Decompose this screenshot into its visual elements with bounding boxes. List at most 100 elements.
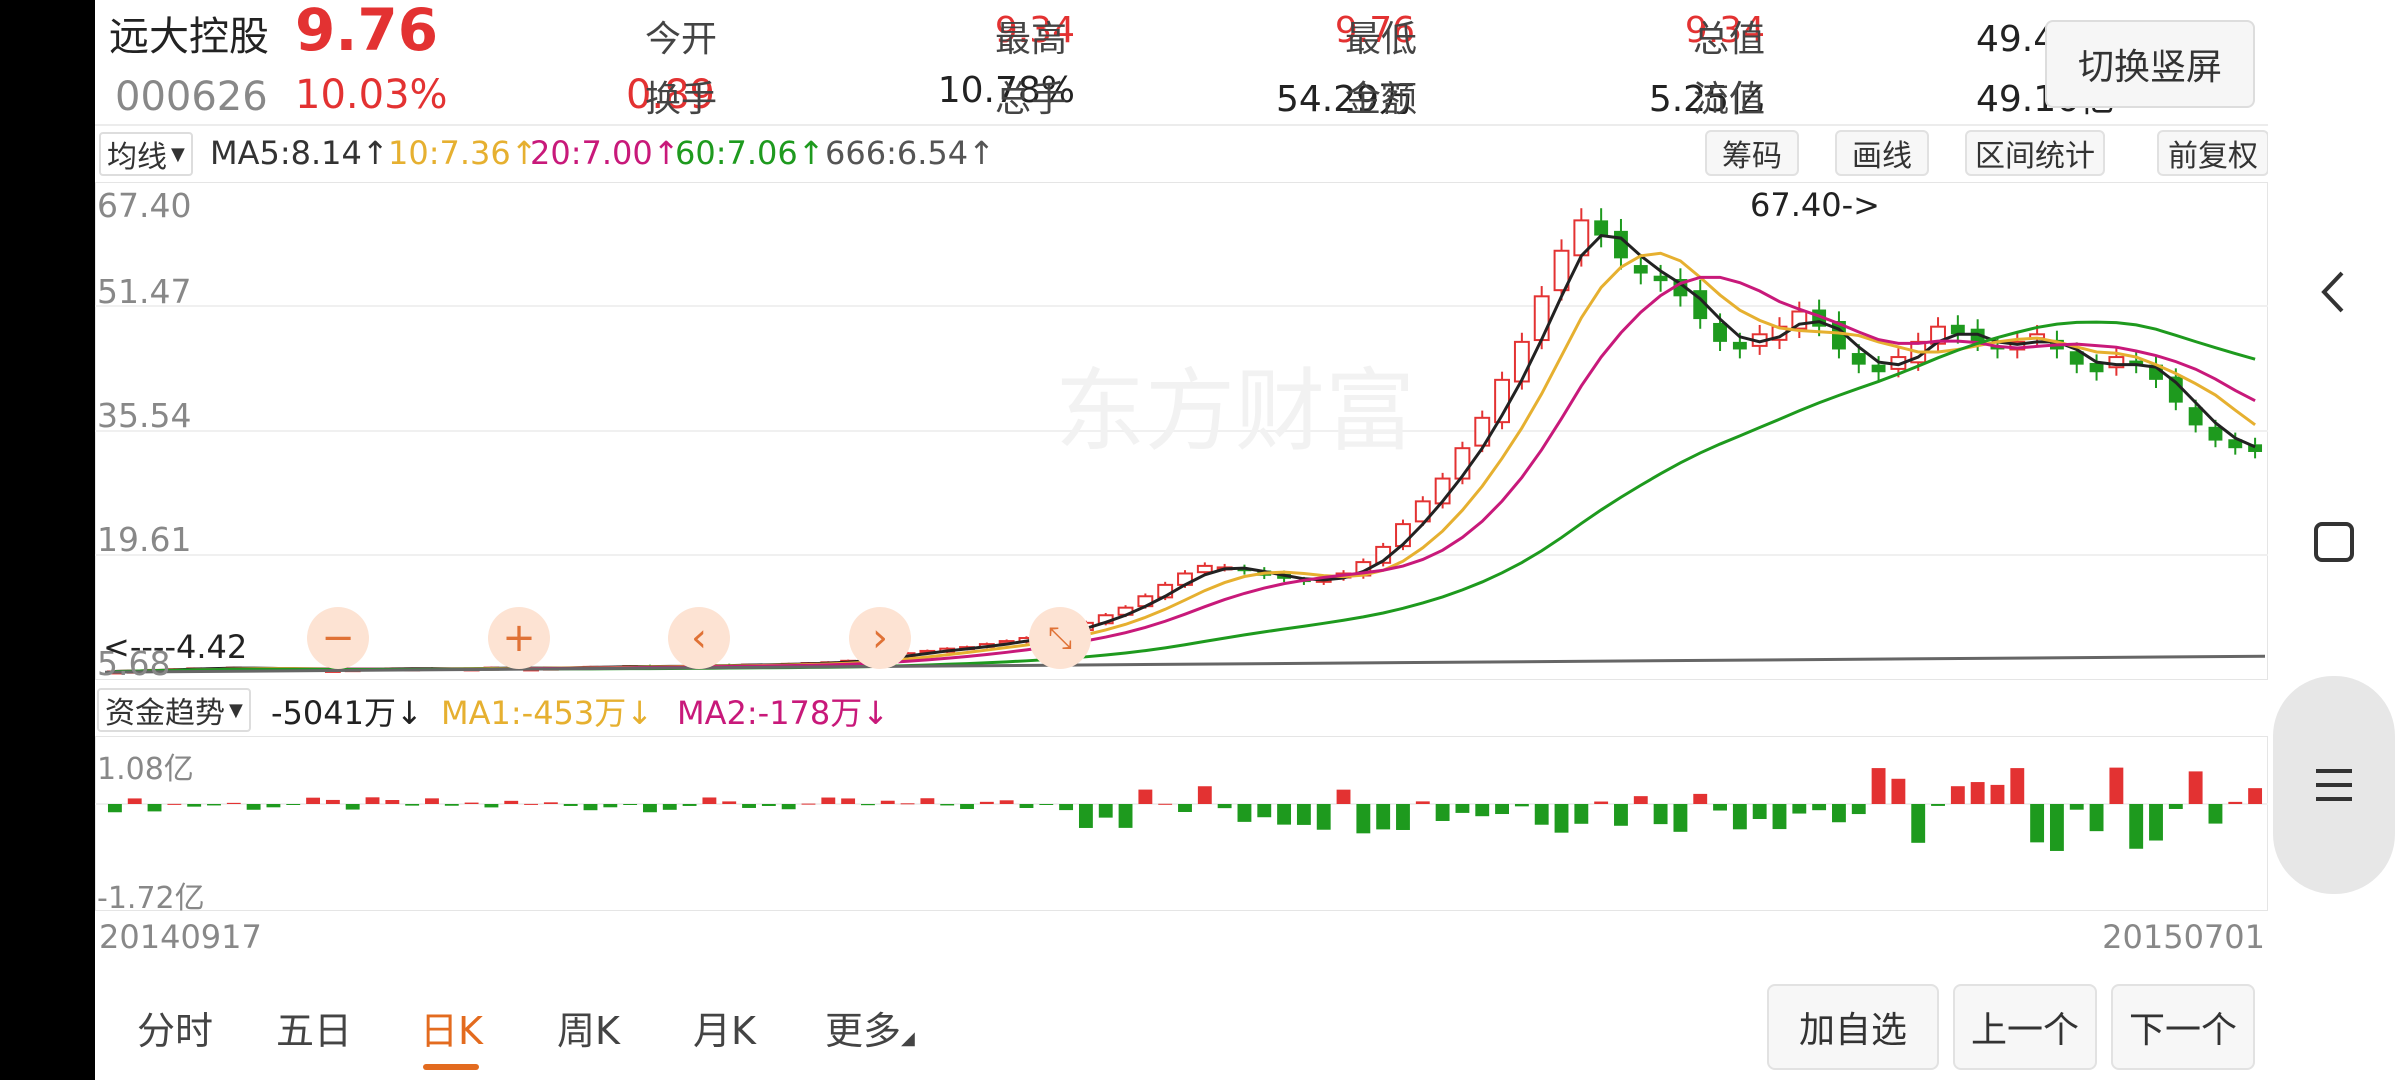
fund-bar <box>1851 804 1866 815</box>
fund-bar <box>167 803 182 805</box>
fund-bar <box>1435 804 1450 821</box>
fund-bar <box>464 802 479 804</box>
fund-bar <box>286 804 301 805</box>
menu-icon[interactable] <box>2268 743 2400 827</box>
ma666-line <box>104 654 2266 674</box>
fund-bar <box>1732 804 1747 830</box>
candle-body <box>1950 324 1965 335</box>
kline-chart[interactable]: 东方财富 <box>95 182 2268 680</box>
tab-intraday[interactable]: 分时 <box>137 1009 214 1053</box>
fund-bar <box>1693 793 1708 804</box>
fund-bar <box>2089 804 2104 832</box>
fund-bar <box>1019 804 1034 809</box>
date-end: 20150701 <box>2102 918 2265 956</box>
fund-bar <box>821 797 836 804</box>
low-label: 最低 <box>1345 19 1418 60</box>
fund-bar <box>2168 804 2183 809</box>
tab-daily-k[interactable]: 日K <box>420 1009 483 1053</box>
fund-bar <box>2049 804 2064 851</box>
fund-bar <box>1752 804 1767 819</box>
fund-bar <box>682 804 697 806</box>
collapse-icon[interactable]: ⤡ <box>1029 607 1091 669</box>
turnover-value: 10.78% <box>937 70 1075 111</box>
fund-bar <box>1772 804 1787 830</box>
candle-body <box>1533 295 1550 342</box>
scroll-left-icon[interactable]: ‹ <box>668 607 730 669</box>
fund-bar <box>207 804 221 806</box>
fund-bar <box>246 804 261 810</box>
tab-five-day[interactable]: 五日 <box>276 1009 353 1053</box>
fund-bar <box>365 797 380 804</box>
next-button[interactable]: 下一个 <box>2111 984 2255 1070</box>
draw-line-button[interactable]: 画线 <box>1835 130 1929 176</box>
amount-value: 5.25亿 <box>1648 79 1765 120</box>
fund-bar <box>742 804 756 808</box>
fund-bar <box>1594 801 1609 804</box>
fund-bar <box>2228 801 2243 804</box>
caret-down-icon: ▼ <box>171 143 185 165</box>
fund-bar <box>1376 804 1391 830</box>
candle-body <box>2129 360 2144 365</box>
fund-bar <box>385 800 400 804</box>
amount-label: 金额 <box>1345 79 1418 120</box>
previous-button[interactable]: 上一个 <box>1953 984 2097 1070</box>
y-label-4: 19.61 <box>97 520 192 559</box>
caret-down-icon: ▼ <box>229 699 243 721</box>
ma-selector[interactable]: 均线 ▼ <box>99 132 193 176</box>
fund-bar <box>1356 804 1371 834</box>
y-label-3: 35.54 <box>97 396 192 435</box>
fund-bar <box>1633 796 1648 804</box>
adjust-button[interactable]: 前复权 <box>2157 130 2269 176</box>
fund-bar <box>979 801 994 804</box>
zoom-in-icon[interactable]: + <box>488 607 550 669</box>
toggle-portrait-button[interactable]: 切换竖屏 <box>2045 20 2255 108</box>
fund-bar <box>900 803 915 805</box>
zoom-out-icon[interactable]: − <box>307 607 369 669</box>
scroll-right-icon[interactable]: › <box>849 607 911 669</box>
fund-bar <box>880 800 895 804</box>
tab-weekly-k[interactable]: 周K <box>557 1009 620 1053</box>
fund-bar <box>1990 784 2005 804</box>
max-price-marker: 67.40-> <box>1750 186 1880 224</box>
candle-body <box>1871 364 1886 373</box>
fund-bar <box>583 804 598 811</box>
fund-bar <box>425 798 439 804</box>
tab-monthly-k[interactable]: 月K <box>693 1009 756 1053</box>
back-icon[interactable] <box>2268 250 2400 334</box>
fund-bar <box>1336 789 1351 804</box>
stock-price: 9.76 <box>295 0 439 64</box>
fund-bar <box>1931 804 1945 806</box>
ma20-value: 20:7.00↑ <box>530 134 680 172</box>
ma60-value: 60:7.06↑ <box>675 134 825 172</box>
fund-bar <box>1554 804 1569 833</box>
fund-bar <box>1812 804 1827 811</box>
volume-value: 54.29万 <box>1275 79 1415 120</box>
fund-bar <box>1039 804 1054 805</box>
fund-bar <box>524 803 538 805</box>
ma-lines <box>104 233 2266 674</box>
tab-more[interactable]: 更多◢ <box>825 1000 915 1055</box>
fund-bar <box>1316 804 1331 830</box>
fund-bar <box>444 804 459 806</box>
fund-bar <box>861 804 875 806</box>
ma5-value: MA5:8.14↑ <box>210 134 389 172</box>
volume-label: 总手 <box>995 79 1068 120</box>
range-stats-button[interactable]: 区间统计 <box>1965 130 2105 176</box>
home-icon[interactable] <box>2268 500 2400 584</box>
fund-bar <box>1574 804 1589 824</box>
fund-bar <box>1178 804 1192 812</box>
fund-bar <box>761 804 776 806</box>
fund-bar <box>801 803 816 805</box>
fund-y-top: 1.08亿 <box>97 752 194 787</box>
fund-bar <box>781 804 796 810</box>
candle-body <box>2248 444 2263 452</box>
add-watchlist-button[interactable]: 加自选 <box>1767 984 1939 1070</box>
fund-y-bottom: -1.72亿 <box>97 881 205 916</box>
stock-code: 000626 <box>115 74 268 120</box>
chips-button[interactable]: 筹码 <box>1705 130 1799 176</box>
candle-body <box>2228 439 2243 449</box>
fund-chart[interactable] <box>95 736 2268 911</box>
fund-bar <box>1415 801 1430 804</box>
fund-selector[interactable]: 资金趋势 ▼ <box>97 688 251 732</box>
candle-body <box>1513 340 1530 383</box>
